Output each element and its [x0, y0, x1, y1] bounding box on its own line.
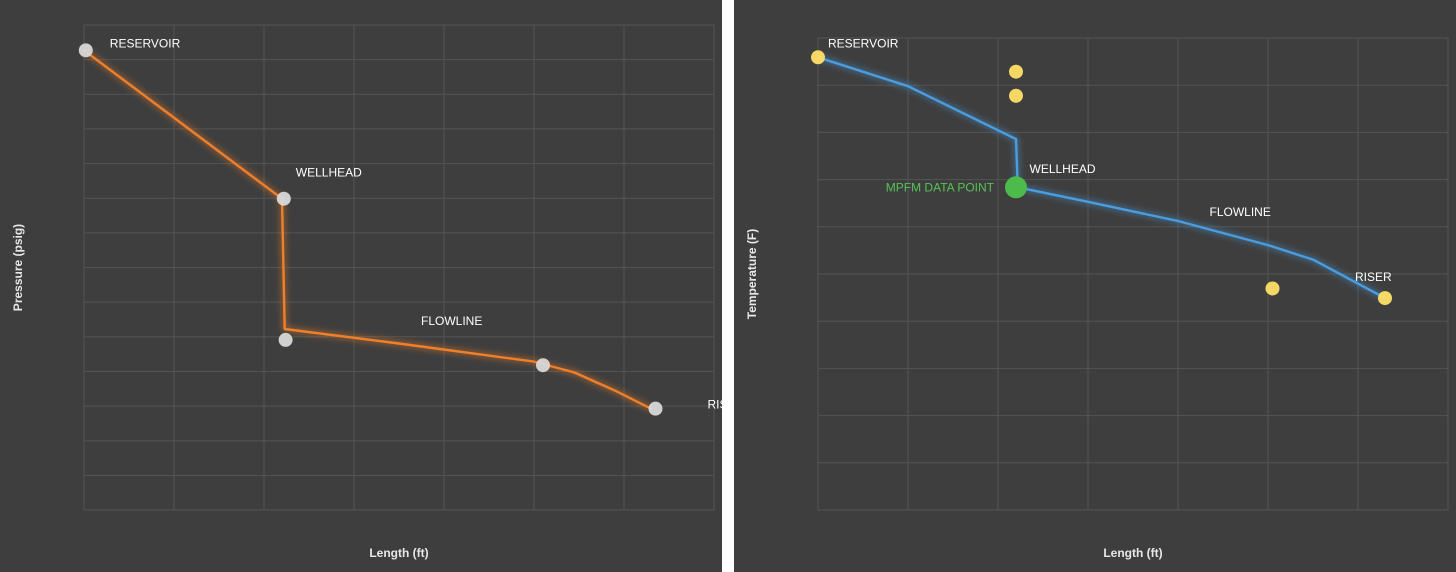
- annotation-label: WELLHEAD: [1030, 162, 1096, 176]
- x-axis-label: Length (ft): [369, 546, 428, 560]
- data-point-marker: [78, 43, 93, 58]
- series-line: [82, 49, 653, 410]
- data-point-marker: [536, 358, 550, 373]
- mpfm-data-point-label: MPFM DATA POINT: [886, 180, 995, 194]
- x-axis-label: Length (ft): [1103, 546, 1162, 560]
- point-label: FLOWLINE: [421, 314, 482, 328]
- point-label: RISER: [708, 398, 723, 412]
- point-label: RESERVOIR: [828, 36, 899, 50]
- data-point-marker: [648, 401, 663, 416]
- data-point-marker: [276, 191, 291, 206]
- grid: [83, 24, 715, 511]
- panel-divider: [722, 0, 734, 572]
- point-label: RISER: [1355, 270, 1392, 284]
- mpfm-data-point-marker: [1005, 176, 1027, 199]
- point-label: WELLHEAD: [296, 166, 362, 180]
- data-point-marker: [278, 332, 293, 347]
- pressure-chart: Length (ft) Pressure (psig) RESERVOIR WELLH…: [11, 24, 723, 560]
- data-point-marker: [1009, 88, 1023, 103]
- y-axis-label: Pressure (psig): [11, 224, 25, 311]
- temperature-chart: Length (ft) Temperature (F) RESERVOIR RISER…: [745, 36, 1449, 560]
- pressure-chart-panel: Length (ft) Pressure (psig) RESERVOIR WELLH…: [0, 0, 722, 572]
- point-label: RESERVOIR: [110, 36, 181, 50]
- data-point-marker: [811, 50, 825, 65]
- series-line: [816, 56, 1387, 300]
- data-point-marker: [1265, 281, 1280, 296]
- data-point-marker: [1378, 291, 1392, 306]
- data-point-marker: [1009, 64, 1023, 79]
- temperature-chart-panel: Length (ft) Temperature (F) RESERVOIR RISER…: [734, 0, 1456, 572]
- grid: [817, 37, 1449, 511]
- y-axis-label: Temperature (F): [745, 229, 759, 319]
- annotation-label: FLOWLINE: [1210, 205, 1271, 219]
